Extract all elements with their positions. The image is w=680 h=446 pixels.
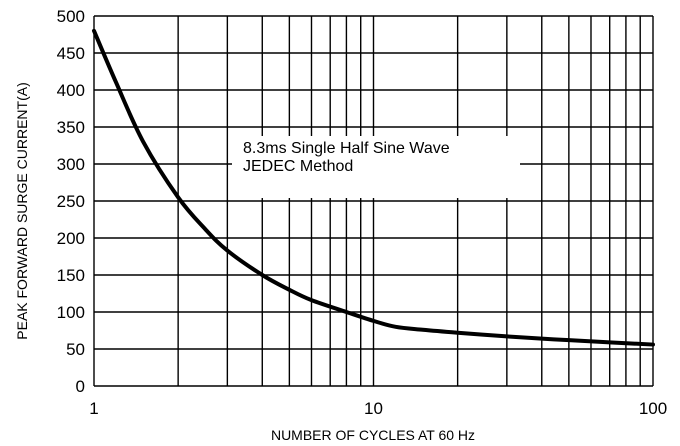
series-line (92, 28, 655, 347)
x-tick-label: 1 (89, 399, 98, 418)
y-tick-label: 100 (57, 303, 85, 322)
y-tick-label: 0 (76, 377, 85, 396)
annotation-line-1: 8.3ms Single Half Sine Wave (243, 140, 450, 157)
x-axis-title: NUMBER OF CYCLES AT 60 Hz (271, 427, 475, 443)
grid-lines (93, 15, 654, 387)
y-tick-label: 50 (66, 340, 85, 359)
annotation-box (232, 136, 520, 198)
annotation-line-2: JEDEC Method (243, 158, 353, 175)
y-axis-title: PEAK FORWARD SURGE CURRENT(A) (14, 82, 30, 339)
y-tick-label: 450 (57, 44, 85, 63)
y-tick-label: 400 (57, 81, 85, 100)
x-tick-label: 100 (639, 399, 667, 418)
y-tick-label: 250 (57, 192, 85, 211)
x-tick-label: 10 (364, 399, 383, 418)
y-tick-label: 150 (57, 266, 85, 285)
y-tick-label: 350 (57, 118, 85, 137)
y-tick-label: 500 (57, 7, 85, 26)
y-tick-label: 300 (57, 155, 85, 174)
tick-labels: 0 50 100 150 200 250 300 350 400 450 500 1 10 100 (57, 7, 668, 418)
y-tick-label: 200 (57, 229, 85, 248)
